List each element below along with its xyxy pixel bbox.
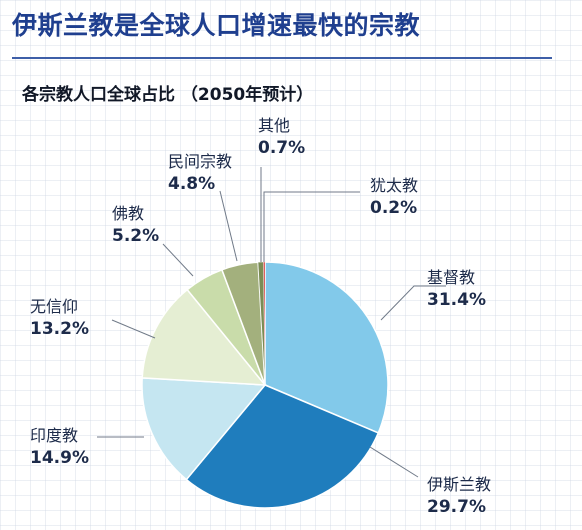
pie-slice (264, 261, 389, 434)
leader-line (380, 285, 446, 321)
slice-percent-label: 14.9% (30, 448, 89, 468)
slice-percent-label: 4.8% (168, 174, 215, 194)
slice-percent-label: 31.4% (427, 290, 486, 310)
pie-slices (141, 261, 389, 509)
slice-labels: 基督教 31.4% 伊斯兰教 29.7% 印度教 14.9% 无信仰 13.2% 佛教 5.2% 民… (30, 116, 491, 517)
pie-slice (141, 377, 267, 481)
slice-percent-label: 13.2% (30, 319, 89, 339)
leader-line (263, 191, 360, 262)
slice-category-label: 伊斯兰教 (427, 475, 491, 494)
slice-category-label: 基督教 (427, 268, 475, 287)
slice-category-label: 其他 (258, 116, 290, 135)
leader-line (369, 446, 419, 478)
slice-category-label: 佛教 (112, 204, 144, 223)
slice-category-label: 无信仰 (30, 297, 78, 316)
pie-slice (263, 261, 266, 386)
slice-percent-label: 0.7% (258, 138, 305, 158)
slice-percent-label: 29.7% (427, 497, 486, 517)
leader-line (111, 319, 156, 339)
leader-line (219, 190, 238, 262)
title-divider (12, 57, 552, 59)
slice-category-label: 犹太教 (370, 176, 418, 195)
slice-percent-label: 5.2% (112, 226, 159, 246)
leader-lines (97, 167, 446, 478)
pie-slice (141, 288, 267, 386)
chart-subtitle: 各宗教人口全球占比 （2050年预计） (22, 85, 314, 105)
leader-line (162, 243, 194, 277)
slice-category-label: 民间宗教 (168, 152, 232, 171)
page-title: 伊斯兰教是全球人口增速最快的宗教 (12, 11, 421, 40)
slice-category-label: 印度教 (30, 426, 78, 445)
slice-percent-label: 0.2% (370, 198, 417, 218)
pie-slice (185, 384, 380, 509)
